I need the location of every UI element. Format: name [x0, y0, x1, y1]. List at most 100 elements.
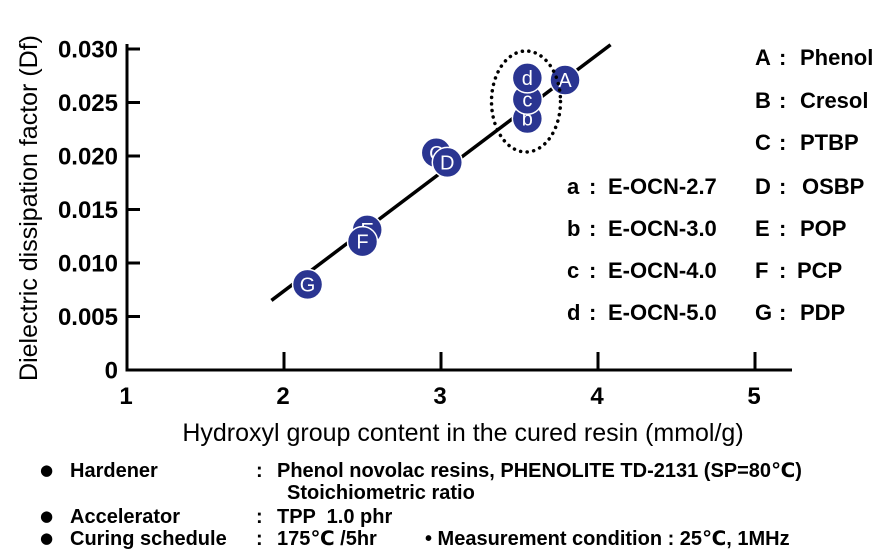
legend-name: Cresol — [800, 88, 868, 113]
legend-name: PDP — [800, 300, 845, 325]
note-separator: : — [256, 460, 263, 482]
marker-label: D — [440, 152, 454, 174]
point-G: G — [291, 268, 324, 301]
legend-name: E-OCN-2.7 — [608, 174, 717, 199]
legend-key: E — [755, 216, 770, 241]
x-tick-label: 4 — [590, 383, 604, 410]
note-label: Accelerator — [70, 506, 180, 528]
legend-key: a — [567, 174, 580, 199]
marker-label: b — [522, 109, 533, 131]
legend-separator: : — [779, 216, 786, 241]
y-tick-label: 0.005 — [58, 304, 118, 331]
legend-separator: : — [589, 258, 596, 283]
legend-separator: : — [779, 130, 786, 155]
legend-name: OSBP — [802, 174, 864, 199]
x-tick-label: 3 — [433, 383, 446, 410]
legend-entry-c-ocn-4-0: c : E-OCN-4.0 — [567, 258, 717, 283]
point-F: F — [346, 225, 379, 258]
legend-key: F — [755, 258, 768, 283]
y-tick-label: 0.030 — [58, 37, 118, 64]
y-tick-label: 0.020 — [58, 144, 118, 171]
y-tick-label: 0 — [105, 358, 118, 385]
marker-circle — [346, 225, 379, 258]
legend-separator: : — [589, 216, 596, 241]
note-value: TPP 1.0 phr — [277, 506, 392, 528]
legend-entry-f-pcp: F : PCP — [755, 258, 842, 283]
note-bullet: ● — [40, 461, 53, 479]
legend-name: PCP — [797, 258, 842, 283]
highlight-ellipse — [489, 49, 563, 154]
legend-name: E-OCN-3.0 — [608, 216, 717, 241]
marker-circle — [511, 62, 544, 94]
legend-key: A — [755, 45, 771, 70]
legend-entry-c-ptbp: C : PTBP — [755, 130, 859, 155]
point-d: d — [511, 62, 544, 94]
note-value: Phenol novolac resins, PHENOLITE TD-2131… — [277, 460, 802, 482]
legend-name: PTBP — [800, 130, 859, 155]
point-A: A — [549, 64, 581, 96]
legend-name: E-OCN-5.0 — [608, 300, 717, 325]
y-tick-label: 0.015 — [58, 197, 118, 224]
marker-label: G — [300, 274, 316, 296]
legend-ocn: a : E-OCN-2.7 b : E-OCN-3.0 c : E-OCN-4.… — [567, 174, 717, 325]
note-label: Hardener — [70, 460, 158, 482]
legend-name: POP — [800, 216, 846, 241]
marker-label: A — [558, 70, 572, 92]
x-tick-label: 2 — [276, 383, 289, 410]
legend-name: E-OCN-4.0 — [608, 258, 717, 283]
legend-entry-b-cresol: B : Cresol — [755, 88, 868, 113]
legend-key: c — [567, 258, 579, 283]
legend-separator: : — [779, 174, 786, 199]
point-D: D — [431, 146, 464, 179]
legend-entry-b-ocn-3-0: b : E-OCN-3.0 — [567, 216, 717, 241]
legend-entry-d-ocn-5-0: d : E-OCN-5.0 — [567, 300, 717, 325]
legend-separator: : — [779, 258, 786, 283]
note-separator: : — [256, 506, 263, 528]
note-separator: : — [256, 528, 263, 550]
x-tick-label: 1 — [119, 383, 132, 410]
legend-entry-a-ocn-2-7: a : E-OCN-2.7 — [567, 174, 717, 199]
legend-separator: : — [589, 174, 596, 199]
legend-entry-e-pop: E : POP — [755, 216, 846, 241]
legend-entry-g-pdp: G : PDP — [755, 300, 845, 325]
marker-label: F — [356, 232, 368, 254]
y-tick-label: 0.010 — [58, 251, 118, 278]
legend-key: C — [755, 130, 771, 155]
legend-entry-a-phenol: A : Phenol — [755, 45, 873, 70]
legend-separator: : — [779, 300, 786, 325]
x-axis-ticks: 1 2 3 4 5 — [119, 352, 761, 410]
legend-name: Phenol — [800, 45, 873, 70]
marker-label: d — [522, 68, 533, 90]
legend-key: G — [755, 300, 772, 325]
legend-key: D — [755, 174, 771, 199]
data-points: GEFCDbcdA — [291, 62, 581, 301]
note-label: Curing schedule — [70, 528, 227, 550]
legend-key: B — [755, 88, 771, 113]
note-bullet: ● — [40, 507, 53, 525]
marker-circle — [549, 64, 581, 96]
note-measurement-condition: • Measurement condition : 25℃, 1MHz — [425, 528, 790, 550]
y-axis-ticks: 0.030 0.025 0.020 0.015 0.010 0.005 0 — [58, 37, 140, 385]
marker-circle — [291, 268, 324, 301]
legend-separator: : — [589, 300, 596, 325]
legend-separator: : — [779, 45, 786, 70]
y-axis-title: Dielectric dissipation factor (Df) — [15, 35, 43, 381]
legend-key: d — [567, 300, 580, 325]
legend-key: b — [567, 216, 580, 241]
legend-resins: A : Phenol B : Cresol C : PTBP D : OSBP … — [755, 45, 873, 325]
experimental-notes: ● Hardener : Phenol novolac resins, PHEN… — [40, 460, 802, 550]
legend-separator: : — [779, 88, 786, 113]
note-value-line2: Stoichiometric ratio — [287, 482, 475, 504]
x-tick-label: 5 — [747, 383, 760, 410]
marker-circle — [431, 146, 464, 179]
legend-entry-d-osbp: D : OSBP — [755, 174, 864, 199]
note-bullet: ● — [40, 529, 53, 547]
x-axis-title: Hydroxyl group content in the cured resi… — [182, 419, 743, 447]
note-hardener: ● Hardener : Phenol novolac resins, PHEN… — [40, 460, 802, 504]
note-value: 175℃ /5hr — [277, 528, 377, 550]
note-curing-schedule: ● Curing schedule : 175℃ /5hr • Measurem… — [40, 528, 790, 550]
y-tick-label: 0.025 — [58, 90, 118, 117]
marker-label: c — [522, 89, 532, 111]
note-accelerator: ● Accelerator : TPP 1.0 phr — [40, 506, 392, 528]
